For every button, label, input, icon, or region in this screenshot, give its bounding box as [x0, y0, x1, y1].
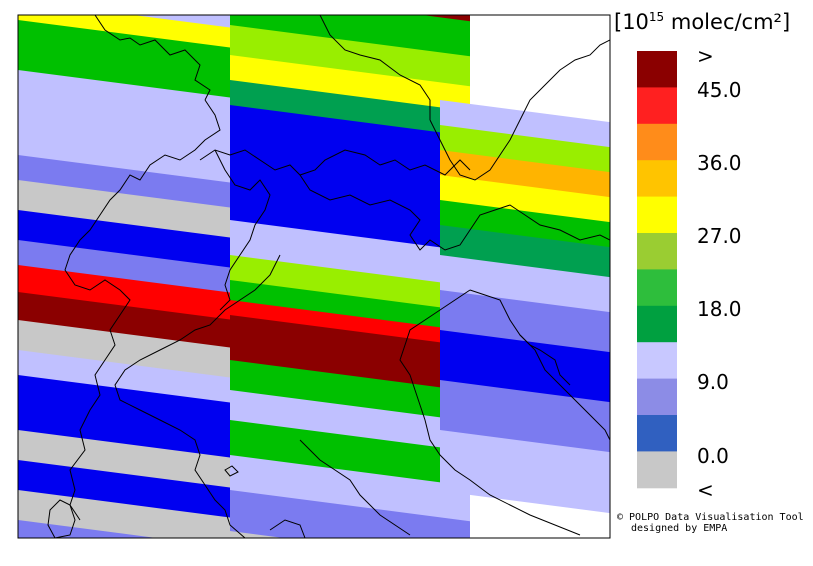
pixel-cell	[230, 25, 470, 88]
legend-swatch	[637, 451, 677, 489]
pixel-cell	[440, 200, 610, 249]
legend-label-36: 36.0	[697, 151, 742, 175]
pixel-cell	[230, 390, 470, 453]
pixel-cell	[230, 55, 470, 113]
legend-label-27: 27.0	[697, 224, 742, 248]
legend-swatch	[637, 269, 677, 307]
legend-title: [1015 molec/cm²]	[614, 10, 791, 34]
legend-label-18: 18.0	[697, 297, 742, 321]
pixel-cell	[230, 15, 470, 58]
pixel-cell	[230, 80, 470, 138]
legend-label-max: >	[697, 44, 714, 68]
legend-label-0: 0.0	[697, 444, 729, 468]
pixel-cell	[230, 300, 470, 348]
pixel-cell	[230, 490, 470, 538]
map-area	[18, 15, 610, 538]
pixel-cell	[440, 380, 610, 454]
legend-swatch	[637, 51, 677, 88]
legend-swatch	[637, 378, 677, 416]
pixel-cell	[230, 360, 470, 423]
pixel-cell	[230, 255, 470, 313]
legend-swatch	[637, 87, 677, 125]
legend-swatch	[637, 196, 677, 234]
satellite-pixels	[18, 15, 610, 538]
pixel-cell	[440, 430, 610, 514]
legend-swatch	[637, 123, 677, 161]
pixel-cell	[440, 330, 610, 404]
coastlines-borders	[47, 15, 610, 538]
pixel-cell	[440, 125, 610, 174]
legend-label-min: <	[697, 478, 714, 502]
pixel-cell	[230, 420, 470, 488]
credit-line2: designed by EMPA	[631, 523, 728, 534]
legend-label-9: 9.0	[697, 370, 729, 394]
legend-swatch	[637, 342, 677, 380]
pixel-cell	[440, 150, 610, 199]
legend-label-45: 45.0	[697, 78, 742, 102]
pixel-cell	[440, 255, 610, 314]
legend-swatch	[637, 415, 677, 452]
pixel-cell	[440, 100, 610, 149]
legend-swatch	[637, 305, 677, 343]
legend-swatch	[637, 160, 677, 198]
pixel-cell	[440, 175, 610, 224]
pixel-cell	[230, 315, 470, 393]
pixel-cell	[230, 105, 470, 253]
pixel-cell	[440, 290, 610, 354]
map-frame	[17, 14, 611, 539]
pixel-cell	[230, 455, 470, 523]
pixel-cell	[230, 220, 470, 288]
pixel-cell	[230, 280, 470, 333]
legend-swatch	[637, 233, 677, 270]
pixel-cell	[440, 225, 610, 279]
color-legend	[637, 51, 677, 489]
credit-line1: © POLPO Data Visualisation Tool	[617, 512, 804, 523]
